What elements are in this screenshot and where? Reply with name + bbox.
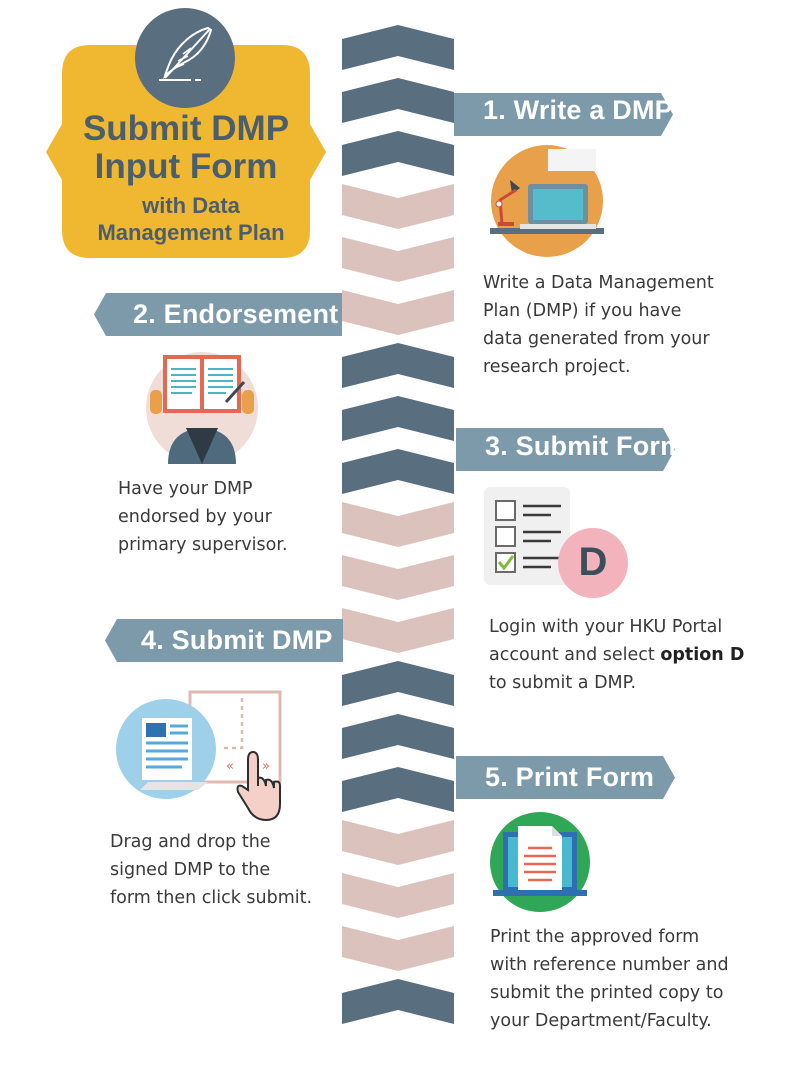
step-2-banner (94, 293, 342, 336)
title-block (44, 44, 328, 260)
step-5-banner (456, 756, 675, 799)
title-line-1: Submit DMP (82, 109, 290, 148)
step-1-desc-line: Write a Data Management (483, 273, 714, 293)
step-1-desc-line: research project. (483, 357, 631, 377)
quill-icon (159, 26, 213, 81)
spine-chevron (342, 449, 454, 494)
page-subtitle: with Data Management Plan (62, 192, 320, 246)
spine-chevron (342, 661, 454, 706)
step-2-desc-line: endorsed by your (118, 507, 272, 527)
drag-drop-document-icon: « » (116, 690, 286, 824)
step-2-label: 2. Endorsement (133, 299, 339, 329)
option-d-letter: D (578, 540, 608, 584)
step-1-label: 1. Write a DMP (483, 95, 673, 125)
step-3-desc-line: Login with your HKU Portal (489, 617, 723, 637)
spine-chevron (342, 290, 454, 335)
title-block-shape (46, 45, 326, 258)
step-4-banner (105, 619, 343, 662)
spine-chevron (342, 396, 454, 441)
svg-text:«: « (226, 759, 234, 774)
spine-chevron (342, 608, 454, 653)
title-line-2: Input Form (94, 147, 278, 186)
spine-chevron (342, 555, 454, 600)
step-5-description: Print the approved form with reference n… (490, 923, 790, 1035)
step-5-desc-line: Print the approved form (490, 927, 700, 947)
step-1-desc-line: Plan (DMP) if you have (483, 301, 682, 321)
chevron-spine (342, 25, 454, 1024)
spine-chevron (342, 873, 454, 918)
page-title: Submit DMP Input Form (62, 110, 310, 186)
step-2-desc-line: primary supervisor. (118, 535, 288, 555)
spine-chevron (342, 343, 454, 388)
spine-chevron (342, 184, 454, 229)
step-5-desc-line: your Department/Faculty. (490, 1011, 712, 1031)
step-4-label: 4. Submit DMP (141, 625, 333, 655)
svg-text:»: » (262, 759, 270, 774)
spine-chevron (342, 979, 454, 1024)
spine-chevron (342, 714, 454, 759)
step-4-description: Drag and drop the signed DMP to the form… (110, 828, 340, 912)
checklist-option-d-icon (483, 486, 629, 600)
step-5-label: 5. Print Form (485, 762, 655, 792)
step-3-desc-line: account and select option D (489, 641, 799, 669)
step-3-desc-line: to submit a DMP. (489, 673, 637, 693)
spine-chevron (342, 131, 454, 176)
option-d-emphasis: option D (660, 645, 745, 665)
step-3-desc-text: account and select (489, 645, 661, 665)
spine-chevron (342, 502, 454, 547)
laptop-desk-icon (490, 144, 604, 258)
step-5-desc-line: with reference number and (490, 955, 729, 975)
spine-chevron (342, 78, 454, 123)
step-1-banner (454, 93, 673, 136)
reading-document-icon (146, 352, 258, 464)
step-3-banner (456, 428, 675, 471)
quill-badge (135, 8, 235, 108)
step-5-desc-line: submit the printed copy to (490, 983, 724, 1003)
step-1-desc-line: data generated from your (483, 329, 710, 349)
step-1-description: Write a Data Management Plan (DMP) if yo… (483, 269, 783, 381)
spine-chevron (342, 820, 454, 865)
step-4-desc-line: signed DMP to the (110, 860, 271, 880)
laptop-form-icon (490, 812, 590, 912)
spine-chevron (342, 767, 454, 812)
spine-chevron (342, 237, 454, 282)
step-4-desc-line: form then click submit. (110, 888, 313, 908)
step-2-description: Have your DMP endorsed by your primary s… (118, 475, 338, 559)
spine-chevron (342, 25, 454, 70)
step-4-desc-line: Drag and drop the (110, 832, 271, 852)
subtitle-line-1: with Data (142, 193, 240, 218)
step-3-label: 3. Submit Form (485, 431, 685, 461)
step-2-desc-line: Have your DMP (118, 479, 253, 499)
step-3-description: Login with your HKU Portal account and s… (489, 613, 799, 697)
subtitle-line-2: Management Plan (97, 220, 285, 245)
spine-chevron (342, 926, 454, 971)
